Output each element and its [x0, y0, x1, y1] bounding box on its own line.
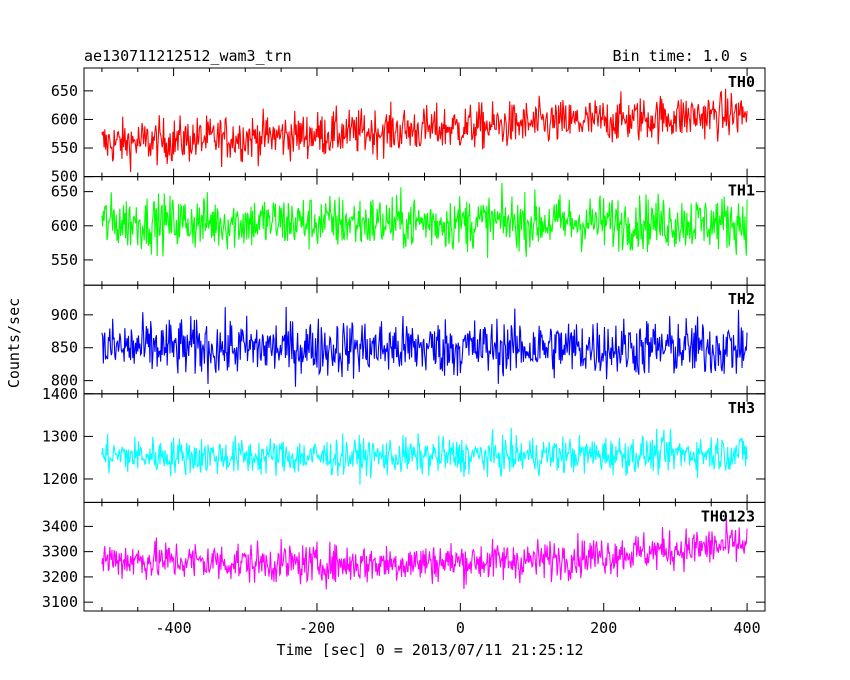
panel-th1: 550 600 650 TH1 [51, 176, 766, 286]
x-tick-label: 200 [590, 619, 617, 637]
x-tick-label: 0 [456, 619, 465, 637]
x-tick-label: -200 [299, 619, 335, 637]
series-line-th0123 [101, 518, 748, 590]
y-tick-label: 850 [51, 339, 78, 357]
y-tick-label: 650 [51, 82, 78, 100]
y-tick-label: 600 [51, 217, 78, 235]
panel-th2: 800 850 900 TH2 [51, 284, 766, 395]
plot-title: ae130711212512_wam3_trn [84, 47, 292, 65]
y-tick-label: 3300 [42, 543, 78, 561]
y-tick-label: 1200 [42, 470, 78, 488]
y-tick-label: 600 [51, 110, 78, 128]
series-label-th3: TH3 [728, 399, 755, 417]
bin-time-label: Bin time: 1.0 s [613, 47, 748, 65]
panel-th3: 1200 1300 1400 TH3 [42, 385, 766, 503]
series-line-th3 [101, 427, 748, 485]
panel-th0: 500 550 600 650 TH0 [51, 67, 766, 186]
y-tick-label: 3400 [42, 517, 78, 535]
x-axis-title: Time [sec] 0 = 2013/07/11 21:25:12 [276, 641, 583, 659]
y-tick-label: 550 [51, 251, 78, 269]
y-tick-label: 3200 [42, 568, 78, 586]
y-tick-label: 650 [51, 183, 78, 201]
series-label-th0: TH0 [728, 73, 755, 91]
x-tick-label: -400 [156, 619, 192, 637]
series-line-th2 [101, 306, 748, 387]
y-tick-label: 550 [51, 139, 78, 157]
x-tick-label: 400 [734, 619, 761, 637]
y-tick-label: 800 [51, 372, 78, 390]
y-axis-title: Counts/sec [5, 298, 23, 388]
series-label-th0123: TH0123 [701, 507, 755, 525]
panel-th0123: 3100 3200 3300 3400 TH0123 [42, 501, 766, 612]
series-line-th0 [101, 88, 748, 173]
panels: 500 550 600 650 TH0 550 600 650 TH1 800 850 900 TH2 1… [42, 67, 766, 637]
y-tick-label: 1300 [42, 427, 78, 445]
y-tick-label: 3100 [42, 593, 78, 611]
y-tick-label: 1400 [42, 385, 78, 403]
series-line-th1 [101, 182, 748, 259]
panel-frame [83, 284, 766, 395]
y-tick-label: 500 [51, 168, 78, 186]
series-label-th2: TH2 [728, 290, 755, 308]
series-label-th1: TH1 [728, 182, 755, 200]
y-tick-label: 900 [51, 306, 78, 324]
